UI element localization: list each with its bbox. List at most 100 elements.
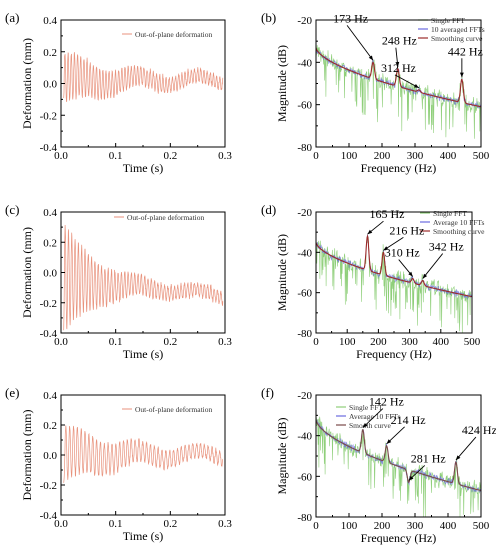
y-tick-label: 0.4 [43,15,57,27]
x-tick-label: 0.1 [109,518,123,530]
y-tick-label: 0.0 [43,268,57,280]
peak-annotation-label: 173 Hz [333,11,368,25]
x-tick-label: 0.0 [54,518,68,530]
x-axis-label: Frequency (Hz) [361,531,437,545]
panel-label: (d) [261,202,276,217]
panel-label: (e) [5,385,19,400]
y-tick-label: -0.4 [40,328,58,340]
legend-entry: Average 10 FFTs [433,218,484,227]
y-tick-label: 0.2 [43,47,57,59]
x-tick-label: 100 [339,336,356,348]
legend-entry: Out-of-plane deformation [135,30,213,39]
x-tick-label: 0.0 [54,150,68,162]
x-tick-label: 400 [433,336,450,348]
peak-annotation-label: 281 Hz [411,451,446,465]
y-tick-label: -0.2 [40,110,57,122]
x-tick-label: 200 [374,150,391,162]
x-tick-label: 0.3 [218,518,232,530]
y-tick-label: -0.4 [40,142,58,154]
legend-entry: Single FFT [433,209,467,218]
chart-panel-a: Out-of-plane deformation 0.0 0.1 0.2 0.3 -0.4… [5,10,232,175]
annotation-arrow [346,25,374,61]
plot-frame [60,19,226,148]
x-tick-label: 0 [313,150,319,162]
y-tick-label: -60 [297,288,312,300]
legend-entry: Single FFT [349,403,383,412]
annotation-arrow [422,253,444,279]
x-tick-label: 500 [473,520,490,532]
legend-entry: Smoothing curve [431,34,483,43]
x-tick-label: 300 [407,520,424,532]
y-axis-label: Deformation (mm) [20,410,34,501]
y-tick-label: -0.4 [40,510,58,522]
peak-annotation-label: 442 Hz [448,44,483,58]
x-tick-label: 0 [313,520,319,532]
x-tick-label: 300 [401,336,418,348]
y-tick-label: -80 [297,142,312,154]
single-fft-line [315,45,482,139]
annotation-arrowhead [367,229,373,235]
y-axis-label: Deformation (mm) [20,38,34,129]
x-tick-label: 100 [341,150,358,162]
x-tick-label: 0.3 [218,336,232,348]
smoothing-curve-line [315,47,482,108]
legend-entry: Smoothing curve [433,227,485,236]
x-tick-label: 400 [440,520,457,532]
y-tick-label: -80 [297,328,312,340]
peak-annotation-label: 165 Hz [369,207,404,221]
y-axis-label: Magnitude (dB) [275,418,289,495]
annotation-arrowhead [459,72,464,78]
peak-annotation-label: 342 Hz [429,240,464,254]
annotation-arrowhead [408,475,414,481]
y-tick-label: -20 [297,390,312,402]
peak-annotation-label: 310 Hz [385,246,420,260]
peak-annotation-label: 142 Hz [369,395,404,409]
legend-entry: Out-of-plane deformation [127,213,205,222]
smoothing-curve-line [315,234,473,298]
annotation-arrowhead [368,55,374,61]
x-tick-label: 500 [473,150,490,162]
annotation-arrowhead [386,439,392,444]
x-tick-label: 0.1 [109,150,123,162]
annotation-arrowhead [395,61,400,67]
y-axis-label: Magnitude (dB) [275,234,289,311]
x-tick-label: 200 [370,336,387,348]
peak-annotation-label: 214 Hz [391,413,426,427]
y-tick-label: -0.2 [40,298,57,310]
x-axis-label: Time (s) [123,347,164,361]
panel-label: (f) [261,385,274,400]
averaged-fft-line [315,419,482,493]
y-tick-label: -40 [297,57,312,69]
x-tick-label: 200 [374,520,391,532]
peak-annotation-label: 312 Hz [381,61,416,75]
y-tick-label: 0.2 [43,420,57,432]
panel-label: (a) [5,10,19,25]
y-tick-label: 0.4 [43,390,57,402]
legend-entry: 10 averaged FFTs [431,25,485,34]
chart-panel-e: Out-of-plane deformation 0.0 0.1 0.2 0.3 -0.4… [5,385,232,543]
peak-annotation-label: 424 Hz [462,423,496,437]
annotation-arrowhead [422,273,428,279]
y-tick-label: -0.2 [40,480,57,492]
annotation-arrowhead [383,246,389,251]
legend-entry: Smooth curve [349,421,392,430]
y-tick-label: -60 [297,100,312,112]
y-tick-label: 0.0 [43,450,57,462]
x-tick-label: 0.2 [163,150,177,162]
legend-entry: Out-of-plane deformation [135,405,213,414]
x-tick-label: 0.2 [163,518,177,530]
annotation-arrowhead [362,422,368,428]
deformation-series-line [63,224,224,331]
annotation-arrowhead [408,271,413,277]
annotation-arrow [455,436,477,461]
panel-label: (c) [5,202,19,217]
x-axis-label: Time (s) [123,161,164,175]
y-tick-label: 0.0 [43,79,57,91]
chart-panel-c: Out-of-plane deformation 0.0 0.1 0.2 0.3 -0.4… [5,202,232,361]
x-tick-label: 100 [341,520,358,532]
y-tick-label: -60 [297,471,312,483]
